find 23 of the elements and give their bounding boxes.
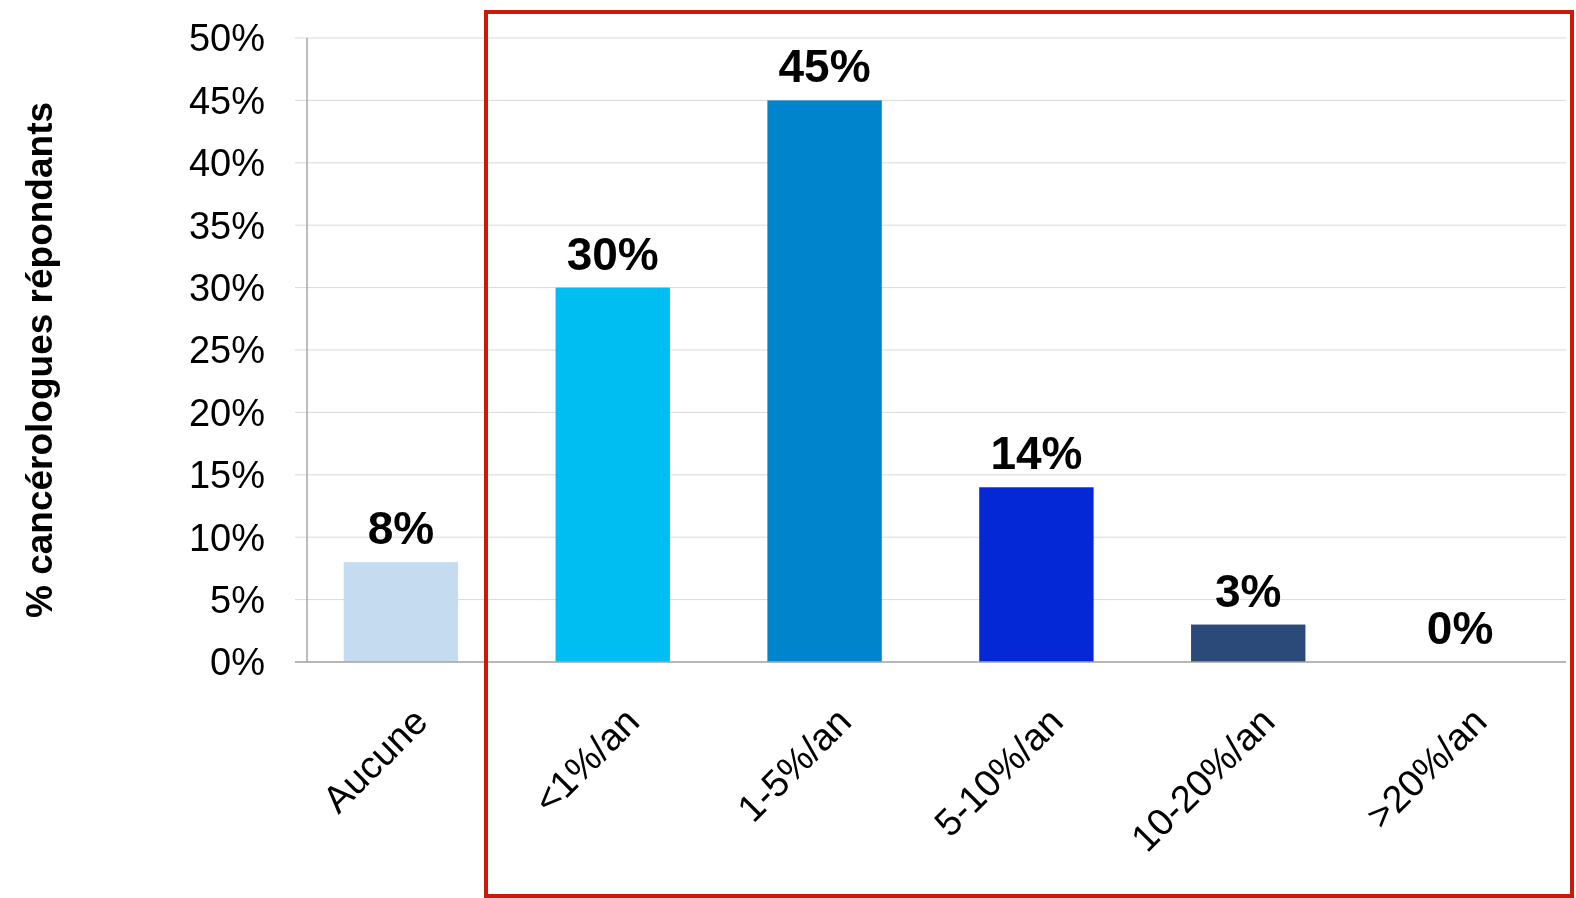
- data-label: 8%: [367, 502, 435, 555]
- data-label: 30%: [566, 227, 659, 280]
- y-tick-label: 40%: [188, 142, 265, 185]
- bar: [1191, 624, 1306, 662]
- y-tick-label: 45%: [188, 79, 265, 122]
- y-tick-label: 50%: [188, 17, 265, 60]
- y-tick-label: 30%: [188, 266, 265, 309]
- y-tick-label: 20%: [188, 391, 265, 434]
- y-tick-label: 10%: [188, 516, 265, 559]
- bar: [767, 100, 882, 662]
- bar: [343, 562, 459, 662]
- y-tick-label: 35%: [188, 204, 265, 247]
- y-tick-label: 25%: [188, 329, 265, 372]
- data-label: 3%: [1215, 564, 1282, 617]
- data-label: 45%: [778, 40, 871, 93]
- y-tick-label: 5%: [210, 578, 265, 621]
- y-tick-label: 15%: [188, 454, 265, 497]
- bar: [555, 287, 670, 662]
- y-tick-label: 0%: [210, 641, 265, 684]
- data-label: 14%: [990, 427, 1083, 480]
- data-label: 0%: [1426, 602, 1494, 654]
- bar: [979, 487, 1094, 662]
- y-axis-title: % cancérologues répondants: [19, 101, 60, 619]
